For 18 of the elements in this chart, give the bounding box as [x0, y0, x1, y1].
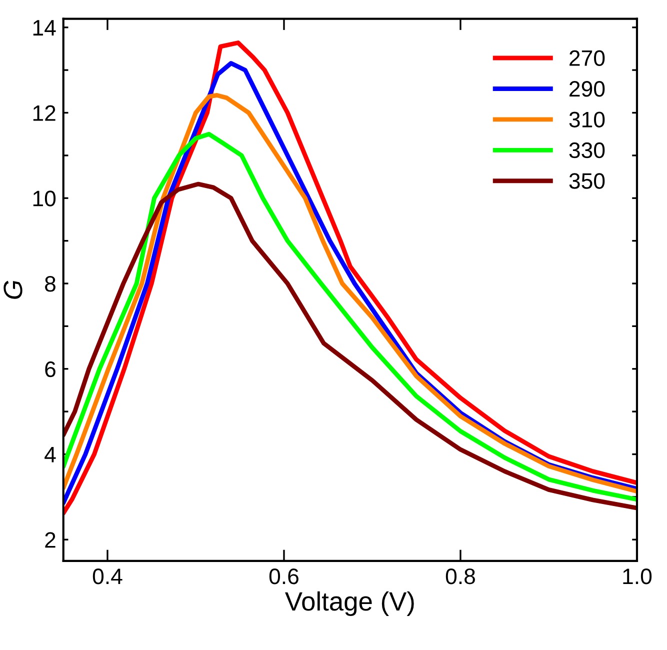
y-tick-label: 8 — [45, 276, 56, 292]
x-tick-label: 0.6 — [269, 568, 298, 584]
y-tick-label: 2 — [45, 532, 56, 548]
legend-label: 350 — [569, 173, 605, 189]
y-tick-label: 4 — [44, 447, 56, 462]
x-axis-title: Voltage (V) — [285, 591, 414, 616]
y-axis-title: G — [4, 280, 22, 299]
y-tick-label: 12 — [33, 105, 56, 121]
legend-label: 310 — [569, 112, 605, 128]
legend-label: 290 — [570, 80, 605, 97]
legend-label: 270 — [570, 50, 605, 66]
y-tick-label: 6 — [45, 361, 56, 378]
x-tick-label: 0.4 — [92, 568, 122, 584]
x-tick-label: 0.8 — [446, 568, 475, 584]
x-tick-label: 1.0 — [623, 568, 652, 584]
legend-label: 330 — [569, 142, 605, 158]
y-tick-label: 14 — [33, 20, 56, 36]
y-tick-label: 10 — [33, 190, 56, 206]
